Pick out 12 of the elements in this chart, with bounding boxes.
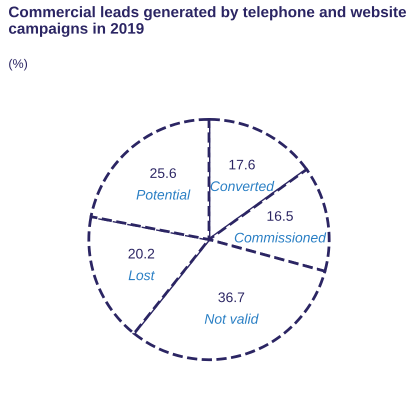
slice-label: Not valid — [204, 314, 259, 324]
data-label: 36.7 — [218, 292, 244, 302]
data-label: 20.2 — [128, 248, 154, 259]
chart-subtitle: (%) — [9, 58, 28, 71]
data-label: 25.6 — [150, 168, 176, 178]
chart-title: Commercial leads generated by telephone and website campaigns in 2019 — [8, 6, 406, 37]
slice-label: Converted — [210, 180, 274, 192]
slice-label: Potential — [136, 189, 190, 200]
data-label: 17.6 — [229, 160, 255, 170]
data-label: 16.5 — [268, 211, 293, 221]
slice-label: Lost — [128, 270, 155, 280]
slice-label: Commissioned — [234, 232, 326, 243]
